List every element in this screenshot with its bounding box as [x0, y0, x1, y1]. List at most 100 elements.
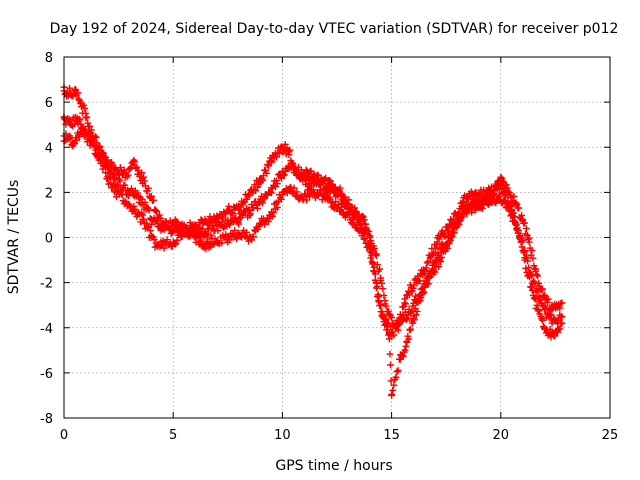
x-axis-label: GPS time / hours [275, 458, 392, 474]
data-point [69, 139, 77, 147]
data-point [104, 175, 112, 183]
data-point [86, 122, 93, 130]
data-point [146, 227, 154, 235]
data-point [541, 306, 548, 314]
data-point [521, 219, 528, 227]
chart-title: Day 192 of 2024, Sidereal Day-to-day VTE… [50, 21, 619, 37]
data-point [285, 148, 293, 156]
data-point [406, 326, 414, 334]
data-point [183, 226, 191, 234]
data-point [390, 381, 398, 389]
data-point [268, 211, 275, 219]
data-point [359, 212, 366, 220]
data-point [224, 220, 232, 228]
data-point [518, 243, 526, 251]
data-point [73, 136, 81, 144]
data-point [401, 299, 409, 307]
data-point [213, 222, 221, 230]
data-point [100, 161, 108, 169]
data-point [402, 342, 410, 350]
data-point [402, 316, 410, 323]
data-point [514, 229, 522, 237]
data-point [141, 198, 149, 206]
data-point [235, 202, 243, 210]
data-point [495, 179, 503, 187]
x-tick-label: 0 [60, 428, 68, 443]
data-point [213, 238, 221, 246]
data-point [513, 221, 520, 229]
data-point [381, 321, 389, 329]
y-tick-label: -2 [40, 277, 53, 292]
data-point [554, 304, 561, 311]
data-point [78, 125, 85, 133]
data-point [331, 188, 339, 196]
data-point [377, 274, 385, 282]
data-point [296, 193, 304, 201]
data-point [268, 157, 275, 165]
data-point [288, 160, 296, 168]
data-point [533, 284, 541, 292]
data-point [423, 279, 430, 287]
data-point [229, 210, 237, 217]
data-point [268, 184, 275, 192]
data-point [279, 172, 287, 179]
data-point [375, 298, 383, 306]
data-point [246, 207, 254, 214]
data-point [515, 204, 523, 212]
data-point [257, 175, 264, 183]
data-point [75, 95, 83, 103]
data-point [67, 121, 74, 129]
data-point [274, 204, 281, 211]
data-point [518, 212, 526, 219]
data-point [206, 239, 214, 247]
data-point [444, 238, 452, 246]
data-point [396, 355, 404, 363]
data-point [462, 202, 470, 210]
data-point [153, 208, 161, 215]
data-point [338, 203, 346, 211]
data-point [449, 215, 457, 223]
data-point [254, 205, 261, 212]
data-point [273, 153, 280, 161]
data-point [116, 177, 124, 185]
y-tick-label: -8 [40, 412, 53, 427]
data-point [322, 193, 330, 201]
data-point [247, 210, 255, 218]
data-point [154, 222, 162, 230]
data-point [139, 216, 147, 223]
data-point [403, 314, 411, 322]
data-point [432, 245, 439, 252]
data-point [526, 273, 533, 280]
data-point [541, 324, 548, 332]
y-tick-label: 4 [45, 141, 53, 156]
data-point [296, 175, 304, 183]
data-point [130, 161, 138, 169]
data-point [95, 152, 103, 160]
data-point [82, 110, 90, 117]
data-point [265, 162, 272, 170]
data-point [393, 368, 401, 376]
x-tick-label: 20 [493, 428, 510, 443]
data-point [501, 188, 509, 196]
data-point [471, 198, 478, 205]
x-tick-label: 25 [602, 428, 619, 443]
data-point [453, 220, 461, 228]
data-point [379, 285, 387, 293]
data-point [102, 169, 110, 177]
data-point [376, 265, 383, 273]
y-tick-label: 2 [45, 186, 53, 201]
data-point [380, 292, 388, 299]
data-point [209, 221, 217, 229]
data-point [313, 188, 321, 196]
data-point [348, 207, 356, 214]
data-point [313, 175, 321, 183]
data-point [382, 302, 390, 310]
y-tick-label: 6 [45, 96, 53, 111]
data-point [387, 361, 394, 369]
data-point [414, 276, 422, 284]
data-point [322, 184, 330, 192]
data-point [522, 264, 530, 272]
data-point [169, 227, 177, 235]
data-point [539, 317, 547, 324]
data-point [143, 204, 151, 212]
